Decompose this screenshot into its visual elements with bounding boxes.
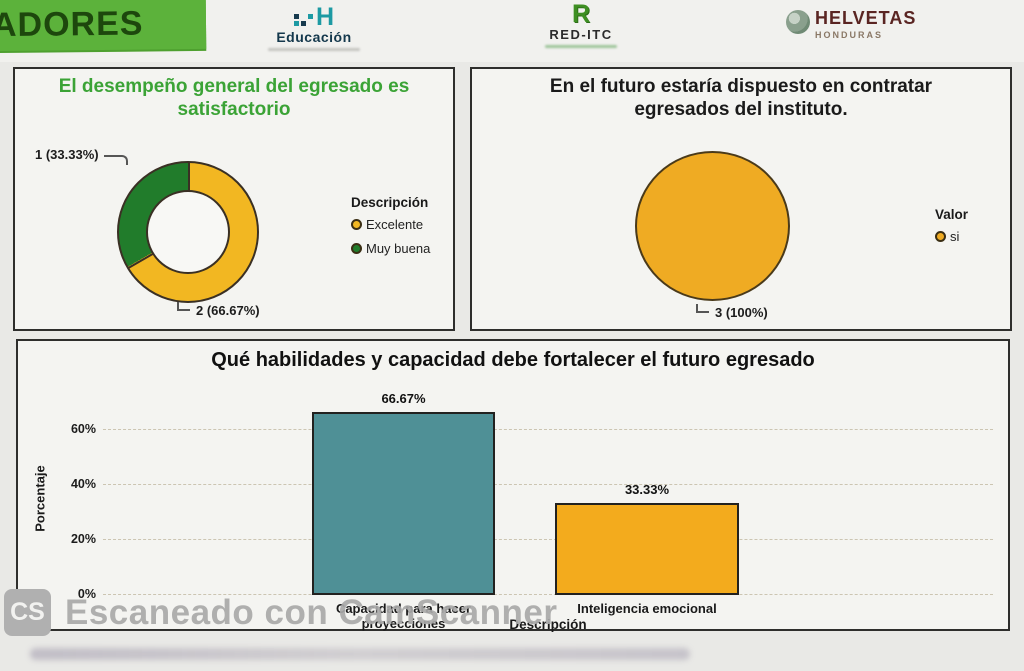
logo-red-itc: R RED-ITC <box>545 2 617 48</box>
title-banner: ADORES <box>0 0 207 52</box>
legend-item-si: si <box>935 229 968 244</box>
camscanner-logo-icon: CS <box>4 589 51 636</box>
y-tick-40: 40% <box>70 477 96 491</box>
donut-slice-divider <box>127 252 154 270</box>
red-itc-r-monogram: R <box>571 0 591 28</box>
legend-item-muy-buena: Muy buena <box>351 241 430 256</box>
pie-legend: Valor si <box>935 207 968 253</box>
gridline-40 <box>103 484 993 485</box>
bar-group-inteligencia: 33.33% <box>555 482 739 595</box>
helvetas-label: HELVETAS <box>815 8 917 28</box>
donut-slice-divider <box>188 162 190 192</box>
bar <box>555 503 739 595</box>
logo-helvetas: HELVETAS HONDURAS <box>786 8 916 40</box>
callout-leader-line <box>103 154 128 165</box>
globe-icon <box>786 10 810 34</box>
x-category-inteligencia: Inteligencia emocional <box>577 601 717 616</box>
bar-group-capacidad: 66.67% <box>312 391 495 595</box>
donut-legend: Descripción Excelente Muy buena <box>351 195 430 265</box>
banner-text: ADORES <box>0 4 144 44</box>
bar-value-label: 66.67% <box>381 390 426 406</box>
bar <box>312 411 495 595</box>
bar-value-label: 33.33% <box>624 482 670 498</box>
legend-item-excelente: Excelente <box>351 217 430 232</box>
donut-chart <box>117 161 259 303</box>
gridline-20 <box>103 539 993 540</box>
educacion-label: Educación <box>276 28 352 45</box>
gridline-0 <box>103 594 993 595</box>
callout-leader-line <box>177 302 190 311</box>
camscanner-watermark-text: Escaneado con CamScanner <box>65 592 558 632</box>
donut-callout-excelente: 2 (66.67%) <box>177 302 260 318</box>
panel-donut-desempeno: El desempeño general del egresado es sat… <box>13 67 455 331</box>
donut-callout-muy-buena: 1 (33.33%) <box>35 147 128 165</box>
y-tick-20: 20% <box>70 532 96 546</box>
legend-dot-muy-buena <box>351 243 362 254</box>
helvetas-sublabel: HONDURAS <box>815 30 884 40</box>
y-tick-60: 60% <box>70 422 96 436</box>
educacion-logo-mark: H <box>293 3 335 31</box>
y-tick-0: 0% <box>77 587 96 601</box>
bar-plot-area: 66.67% 33.33% <box>103 381 993 595</box>
red-itc-subtext-blur <box>545 45 617 48</box>
pie-callout-si: 3 (100%) <box>696 304 768 320</box>
legend-dot-si <box>935 231 946 242</box>
red-itc-label: RED-ITC <box>549 27 613 42</box>
donut-chart-title: El desempeño general del egresado es sat… <box>58 76 410 120</box>
legend-title: Valor <box>935 207 969 222</box>
educacion-h-monogram: H <box>315 3 335 31</box>
y-axis-label: Porcentaje <box>32 465 48 532</box>
bar-chart-title: Qué habilidades y capacidad debe fortale… <box>211 349 815 371</box>
camscanner-watermark: CS Escaneado con CamScanner <box>4 589 557 636</box>
gridline-60 <box>103 429 993 430</box>
legend-dot-excelente <box>351 219 362 230</box>
panel-pie-contratar: En el futuro estaría dispuesto en contra… <box>470 67 1012 331</box>
x-axis-label: Descripción <box>509 617 587 632</box>
scan-bleed-artifact <box>30 648 690 660</box>
page-header: ADORES H Educación R RED-ITC HELVETAS HO… <box>0 0 1024 62</box>
educacion-dots-icon <box>293 13 313 26</box>
legend-title: Descripción <box>351 195 429 210</box>
callout-leader-line <box>696 304 709 313</box>
x-category-capacidad: Capacidad para hacer proyecciones <box>335 601 472 631</box>
educacion-subtext-blur <box>268 47 360 51</box>
pie-chart <box>635 151 790 301</box>
panel-bar-habilidades: Qué habilidades y capacidad debe fortale… <box>16 339 1010 632</box>
donut-hole <box>146 190 230 274</box>
logo-educacion: H Educación <box>268 3 360 51</box>
pie-chart-title: En el futuro estaría dispuesto en contra… <box>549 76 933 120</box>
